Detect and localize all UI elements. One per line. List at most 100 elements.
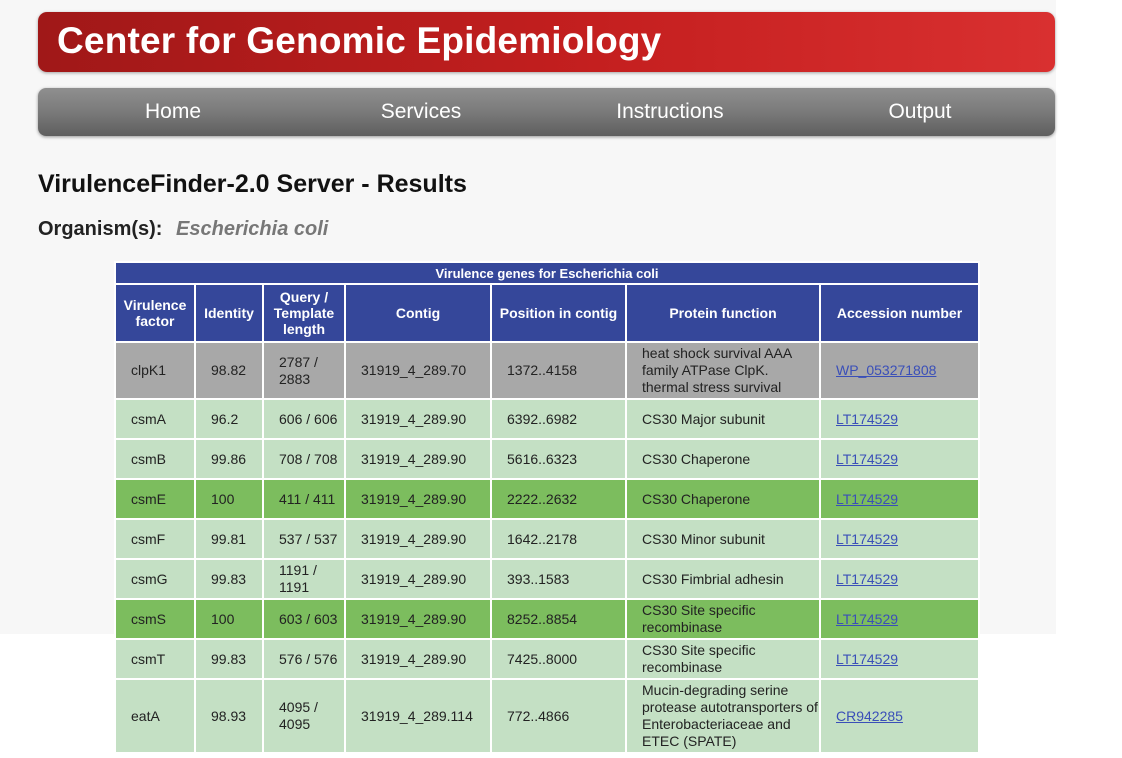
cell-contig: 31919_4_289.70 bbox=[344, 341, 492, 400]
cell-accession: LT174529 bbox=[818, 638, 981, 680]
cell-length: 4095 / 4095 bbox=[262, 678, 346, 754]
accession-link[interactable]: LT174529 bbox=[836, 650, 899, 667]
cell-accession: CR942285 bbox=[818, 678, 981, 754]
cell-contig: 31919_4_289.90 bbox=[344, 598, 492, 640]
site-title: Center for Genomic Epidemiology bbox=[57, 20, 662, 61]
cell-factor: csmA bbox=[114, 398, 196, 440]
nav-home[interactable]: Home bbox=[144, 100, 202, 123]
accession-link[interactable]: LT174529 bbox=[836, 450, 899, 467]
nav-services[interactable]: Services bbox=[380, 100, 462, 123]
cell-contig: 31919_4_289.90 bbox=[344, 438, 492, 480]
cell-factor: csmT bbox=[114, 638, 196, 680]
nav-output[interactable]: Output bbox=[888, 100, 952, 123]
table-row: csmA 96.2 606 / 606 31919_4_289.90 6392.… bbox=[114, 398, 981, 440]
cell-accession: LT174529 bbox=[818, 398, 981, 440]
col-header-virulence-factor: Virulence factor bbox=[114, 283, 196, 343]
nav-instructions[interactable]: Instructions bbox=[616, 100, 724, 123]
cell-position: 1642..2178 bbox=[490, 518, 627, 560]
cell-position: 772..4866 bbox=[490, 678, 627, 754]
table-row: csmE 100 411 / 411 31919_4_289.90 2222..… bbox=[114, 478, 981, 520]
cell-identity: 98.82 bbox=[194, 341, 264, 400]
cell-identity: 98.93 bbox=[194, 678, 264, 754]
accession-link[interactable]: LT174529 bbox=[836, 490, 899, 507]
accession-link[interactable]: LT174529 bbox=[836, 570, 899, 587]
cell-position: 1372..4158 bbox=[490, 341, 627, 400]
cell-factor: csmS bbox=[114, 598, 196, 640]
cell-contig: 31919_4_289.90 bbox=[344, 558, 492, 600]
cell-identity: 99.81 bbox=[194, 518, 264, 560]
table-row: eatA 98.93 4095 / 4095 31919_4_289.114 7… bbox=[114, 678, 981, 754]
cell-length: 1191 / 1191 bbox=[262, 558, 346, 600]
cell-accession: LT174529 bbox=[818, 598, 981, 640]
cell-factor: eatA bbox=[114, 678, 196, 754]
virulence-results-table: Virulence genes for Escherichia coli Vir… bbox=[113, 261, 981, 754]
header-banner: Center for Genomic Epidemiology bbox=[38, 12, 1055, 72]
cell-function: heat shock survival AAA family ATPase Cl… bbox=[625, 341, 821, 400]
cell-accession: LT174529 bbox=[818, 438, 981, 480]
page-title: VirulenceFinder-2.0 Server - Results bbox=[38, 170, 467, 198]
cell-identity: 99.83 bbox=[194, 558, 264, 600]
table-row: csmT 99.83 576 / 576 31919_4_289.90 7425… bbox=[114, 638, 981, 680]
cell-identity: 100 bbox=[194, 598, 264, 640]
cell-accession: LT174529 bbox=[818, 478, 981, 520]
cell-length: 603 / 603 bbox=[262, 598, 346, 640]
cell-identity: 96.2 bbox=[194, 398, 264, 440]
cell-accession: WP_053271808 bbox=[818, 341, 981, 400]
table-row: clpK1 98.82 2787 / 2883 31919_4_289.70 1… bbox=[114, 341, 981, 400]
cell-function: CS30 Chaperone bbox=[625, 478, 821, 520]
cell-factor: clpK1 bbox=[114, 341, 196, 400]
cell-contig: 31919_4_289.114 bbox=[344, 678, 492, 754]
cell-factor: csmG bbox=[114, 558, 196, 600]
table-caption: Virulence genes for Escherichia coli bbox=[113, 261, 981, 285]
cell-identity: 100 bbox=[194, 478, 264, 520]
organism-label: Organism(s): bbox=[38, 218, 163, 240]
col-header-protein-function: Protein function bbox=[625, 283, 821, 343]
organism-line: Organism(s): Escherichia coli bbox=[38, 218, 328, 241]
cell-accession: LT174529 bbox=[818, 518, 981, 560]
cell-position: 5616..6323 bbox=[490, 438, 627, 480]
col-header-identity: Identity bbox=[194, 283, 264, 343]
cell-position: 6392..6982 bbox=[490, 398, 627, 440]
cell-length: 411 / 411 bbox=[262, 478, 346, 520]
cell-length: 537 / 537 bbox=[262, 518, 346, 560]
table-row: csmG 99.83 1191 / 1191 31919_4_289.90 39… bbox=[114, 558, 981, 600]
organism-value: Escherichia coli bbox=[176, 218, 329, 240]
cell-length: 606 / 606 bbox=[262, 398, 346, 440]
cell-function: CS30 Minor subunit bbox=[625, 518, 821, 560]
cell-length: 2787 / 2883 bbox=[262, 341, 346, 400]
cell-contig: 31919_4_289.90 bbox=[344, 638, 492, 680]
cell-position: 7425..8000 bbox=[490, 638, 627, 680]
cell-factor: csmE bbox=[114, 478, 196, 520]
cell-position: 8252..8854 bbox=[490, 598, 627, 640]
cell-function: CS30 Site specific recombinase bbox=[625, 598, 821, 640]
col-header-contig: Contig bbox=[344, 283, 492, 343]
accession-link[interactable]: CR942285 bbox=[836, 707, 903, 724]
cell-contig: 31919_4_289.90 bbox=[344, 478, 492, 520]
col-header-length: Query / Template length bbox=[262, 283, 346, 343]
cell-length: 708 / 708 bbox=[262, 438, 346, 480]
accession-link[interactable]: LT174529 bbox=[836, 530, 899, 547]
cell-identity: 99.86 bbox=[194, 438, 264, 480]
cell-factor: csmB bbox=[114, 438, 196, 480]
cell-contig: 31919_4_289.90 bbox=[344, 398, 492, 440]
cell-function: CS30 Chaperone bbox=[625, 438, 821, 480]
cell-length: 576 / 576 bbox=[262, 638, 346, 680]
cell-identity: 99.83 bbox=[194, 638, 264, 680]
cell-accession: LT174529 bbox=[818, 558, 981, 600]
table-row: csmF 99.81 537 / 537 31919_4_289.90 1642… bbox=[114, 518, 981, 560]
cell-contig: 31919_4_289.90 bbox=[344, 518, 492, 560]
col-header-accession: Accession number bbox=[818, 283, 981, 343]
accession-link[interactable]: WP_053271808 bbox=[836, 362, 937, 378]
main-nav: Home Services Instructions Output bbox=[38, 88, 1055, 136]
cell-function: CS30 Fimbrial adhesin bbox=[625, 558, 821, 600]
cell-function: CS30 Major subunit bbox=[625, 398, 821, 440]
table-row: csmS 100 603 / 603 31919_4_289.90 8252..… bbox=[114, 598, 981, 640]
cell-position: 2222..2632 bbox=[490, 478, 627, 520]
cell-function: CS30 Site specific recombinase bbox=[625, 638, 821, 680]
accession-link[interactable]: LT174529 bbox=[836, 610, 899, 627]
accession-link[interactable]: LT174529 bbox=[836, 410, 899, 427]
cell-function: Mucin-degrading serine protease autotran… bbox=[625, 678, 821, 754]
cell-factor: csmF bbox=[114, 518, 196, 560]
table-row: csmB 99.86 708 / 708 31919_4_289.90 5616… bbox=[114, 438, 981, 480]
col-header-position: Position in contig bbox=[490, 283, 627, 343]
